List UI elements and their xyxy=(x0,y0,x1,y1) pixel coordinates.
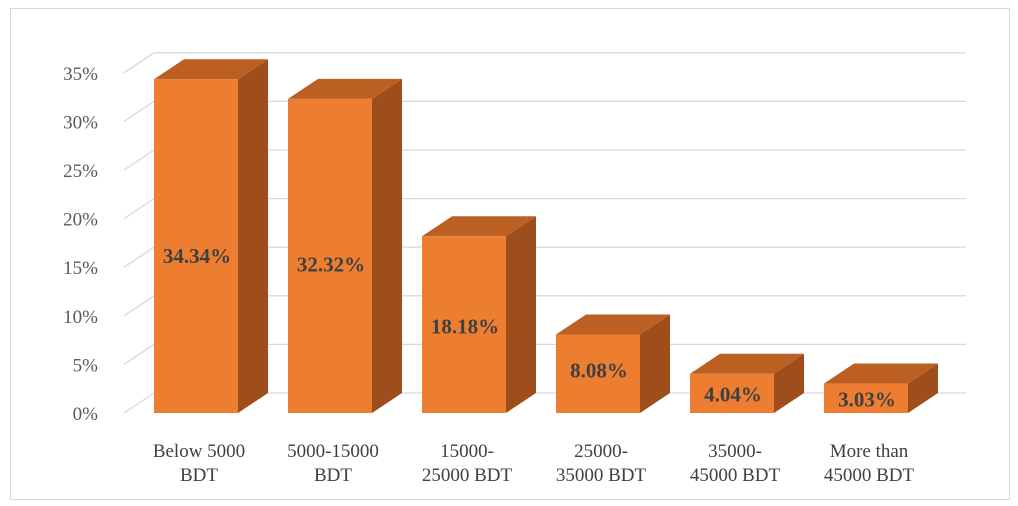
bar-front xyxy=(288,98,372,413)
bar-top xyxy=(288,78,402,99)
bar: 4.04% xyxy=(690,353,804,413)
data-label: 18.18% xyxy=(431,314,499,338)
bar-front xyxy=(154,79,238,413)
bar: 32.32% xyxy=(288,78,402,413)
x-category-label: 15000-25000 BDT xyxy=(422,441,513,486)
bar-front xyxy=(824,383,908,413)
bar-top xyxy=(556,314,670,335)
y-tick-label: 30% xyxy=(63,112,98,133)
y-axis-ticks: 0% 5% 10% 15% 20% 25% 30% 35% xyxy=(63,64,98,425)
x-category-label: Below 5000 BDT xyxy=(153,441,245,486)
data-label: 8.08% xyxy=(570,359,628,383)
bar: 34.34% xyxy=(154,59,268,413)
bar-top xyxy=(824,363,938,384)
bar-side xyxy=(774,353,804,413)
y-tick-label: 5% xyxy=(73,355,99,376)
data-label: 3.03% xyxy=(838,387,896,411)
x-axis-categories: Below 5000 BDT 5000-15000 BDT 15000-25000 BD… xyxy=(153,441,915,486)
data-label: 34.34% xyxy=(163,244,231,268)
x-category-label: 5000-15000 BDT xyxy=(287,441,379,486)
y-tick-label: 15% xyxy=(63,258,98,279)
data-label: 32.32% xyxy=(297,253,365,277)
bar-side xyxy=(372,78,402,413)
y-tick-label: 10% xyxy=(63,307,98,328)
y-tick-label: 35% xyxy=(63,64,98,85)
y-tick-label: 25% xyxy=(63,161,98,182)
gridline xyxy=(123,52,966,74)
bars: 34.34% 32.32% 18.18% 8.08% 4.04% 3.03% xyxy=(154,59,938,413)
bar-side xyxy=(238,59,268,413)
bar: 8.08% xyxy=(556,314,670,413)
y-tick-label: 0% xyxy=(73,404,99,425)
bar: 3.03% xyxy=(824,363,938,413)
data-label: 4.04% xyxy=(704,382,762,406)
bar-front xyxy=(690,373,774,413)
bar-side xyxy=(506,216,536,413)
bar-front xyxy=(556,334,640,413)
bar-top xyxy=(154,59,268,80)
bar: 18.18% xyxy=(422,216,536,413)
bar-front xyxy=(422,236,506,413)
x-category-label: 35000-45000 BDT xyxy=(690,441,781,486)
bar-top xyxy=(690,353,804,374)
bar-side xyxy=(908,363,938,413)
bar-top xyxy=(422,216,536,237)
bar-side xyxy=(640,314,670,413)
y-tick-label: 20% xyxy=(63,210,98,231)
x-category-label: 25000-35000 BDT xyxy=(556,441,647,486)
x-category-label: More than 45000 BDT xyxy=(824,441,915,486)
